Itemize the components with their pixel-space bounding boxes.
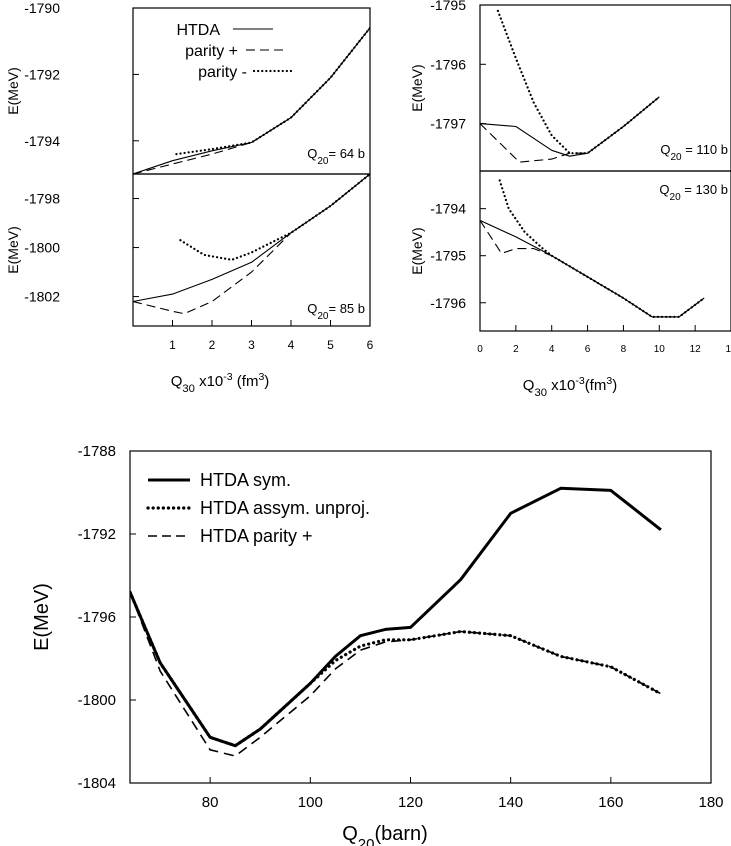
x-axis-label: Q30 x10-3 (fm3): [171, 371, 270, 395]
y-tick-label: -1797: [430, 116, 466, 132]
y-tick-label: -1790: [24, 0, 60, 16]
y-axis-label: E(MeV): [409, 64, 425, 111]
series-line-dotted: [175, 26, 370, 156]
y-tick-label: -1800: [24, 240, 60, 256]
y-tick-label: -1802: [24, 289, 60, 305]
y-tick-label: -1796: [78, 609, 116, 626]
y-tick-label: -1800: [78, 692, 116, 709]
y-tick-label: -1794: [24, 133, 60, 149]
x-axis-label: Q30 x10-3(fm3): [523, 375, 617, 399]
y-axis-label: E(MeV): [409, 227, 425, 274]
legend-label: parity -: [198, 64, 247, 81]
series-line-dashed: [480, 220, 705, 318]
series-line-solid: [133, 174, 370, 303]
y-tick-label: -1796: [430, 56, 466, 72]
series-line-solid: [480, 96, 660, 157]
x-tick-label: 2: [513, 344, 519, 355]
x-tick-label: 140: [498, 794, 523, 811]
x-tick-label: 6: [585, 344, 591, 355]
y-tick-label: -1792: [78, 526, 116, 543]
y-tick-label: -1795: [430, 248, 466, 264]
series-line-dotted: [179, 174, 370, 261]
legend-label: HTDA assym. unproj.: [200, 498, 370, 518]
y-axis-label: E(MeV): [31, 583, 53, 651]
series-line-dashed: [130, 591, 662, 757]
series-line-dashed: [480, 96, 660, 163]
y-axis-label: E(MeV): [5, 226, 21, 273]
y-tick-label: -1796: [430, 295, 466, 311]
series-line-dotted: [498, 179, 706, 318]
x-tick-label: 10: [654, 344, 666, 355]
legend-label: HTDA: [176, 22, 220, 39]
x-tick-label: 5: [327, 338, 334, 352]
series-line-dotted: [130, 590, 663, 748]
x-tick-label: 2: [209, 338, 216, 352]
y-tick-label: -1794: [430, 201, 466, 217]
x-tick-label: 8: [621, 344, 627, 355]
legend-label: HTDA sym.: [200, 470, 291, 490]
x-axis-label: Q20(barn): [342, 823, 428, 846]
x-tick-label: 0: [477, 344, 483, 355]
series-line-dashed: [133, 174, 370, 315]
plot-frame: [479, 170, 731, 332]
y-axis-label: E(MeV): [5, 67, 21, 114]
chart-c: -1795 -1796 -1797 E(MeV) Q20 = 110 b: [409, 0, 731, 172]
x-tick-label: 3: [248, 338, 255, 352]
x-tick-label: 180: [698, 794, 723, 811]
series-line-dashed: [133, 27, 370, 174]
x-tick-label: 4: [549, 344, 555, 355]
chart-e: -1788 -1792 -1796 -1800 -1804 80 100 120 140 160 1…: [31, 443, 724, 846]
legend-label: HTDA parity +: [200, 526, 313, 546]
x-tick-label: 4: [288, 338, 295, 352]
x-tick-label: 160: [598, 794, 623, 811]
chart-d: -1794 -1795 -1796 0 2 4 6 8 10 12 14 E(MeV) Q30 x10-…: [409, 170, 731, 399]
annotation-q20: Q20 = 130 b: [659, 182, 728, 203]
y-tick-label: -1792: [24, 66, 60, 82]
y-tick-label: -1795: [430, 0, 466, 13]
x-tick-label: 1: [169, 338, 176, 352]
series-line-solid: [480, 219, 705, 318]
x-tick-label: 14: [725, 344, 731, 355]
x-tick-label: 6: [367, 338, 374, 352]
y-tick-label: -1798: [24, 191, 60, 207]
x-tick-label: 80: [202, 794, 219, 811]
x-tick-label: 100: [298, 794, 323, 811]
legend-label: parity +: [185, 43, 238, 60]
annotation-q20: Q20= 85 b: [307, 301, 365, 322]
annotation-q20: Q20 = 110 b: [660, 142, 728, 163]
y-tick-label: -1804: [78, 775, 116, 792]
series-line-dotted: [496, 9, 661, 155]
x-tick-label: 120: [398, 794, 423, 811]
chart-a: -1790 -1792 -1794 E(MeV) Q20= 64 b HTDA parity…: [5, 0, 371, 175]
chart-b: -1798 -1800 -1802 1 2 3 4 5 6 E(MeV) Q30 x10-3 (fm…: [5, 173, 374, 395]
annotation-q20: Q20= 64 b: [307, 146, 365, 167]
x-tick-label: 12: [690, 344, 702, 355]
y-tick-label: -1788: [78, 443, 116, 460]
